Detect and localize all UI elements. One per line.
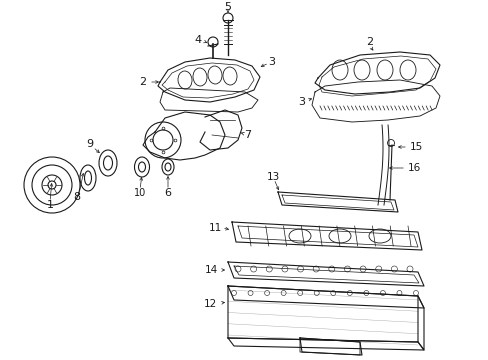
Text: 2: 2 [139, 77, 146, 87]
Text: 12: 12 [203, 299, 216, 309]
Text: 14: 14 [204, 265, 217, 275]
Text: 3: 3 [298, 97, 305, 107]
Text: 16: 16 [407, 163, 420, 173]
Text: 8: 8 [73, 192, 81, 202]
Text: 7: 7 [244, 130, 251, 140]
Text: 10: 10 [134, 188, 146, 198]
Text: 15: 15 [409, 142, 423, 152]
Text: 3: 3 [268, 57, 275, 67]
Text: 5: 5 [224, 2, 231, 12]
Text: 1: 1 [46, 200, 53, 210]
Text: 6: 6 [164, 188, 171, 198]
Text: 2: 2 [366, 37, 373, 47]
Text: 11: 11 [208, 223, 221, 233]
Text: 4: 4 [194, 35, 201, 45]
Text: 13: 13 [266, 172, 279, 182]
Text: 9: 9 [86, 139, 93, 149]
